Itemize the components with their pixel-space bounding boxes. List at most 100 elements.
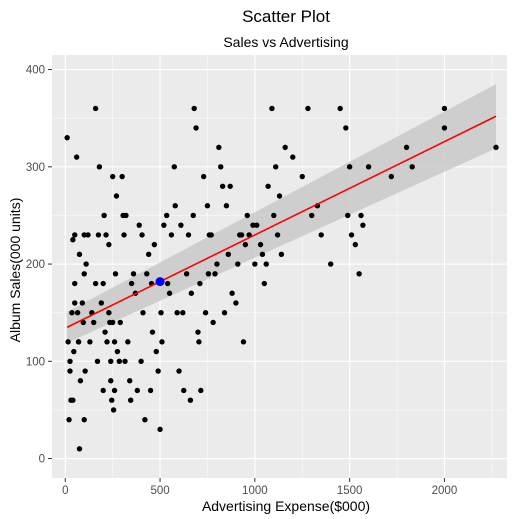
data-point [158, 309, 164, 316]
data-point [190, 212, 196, 219]
highlight-point [155, 277, 165, 287]
data-point [346, 164, 353, 170]
data-point [71, 348, 77, 355]
y-axis-title: Album Sales(000 units) [7, 198, 23, 343]
data-point [271, 212, 277, 219]
data-point [178, 222, 184, 228]
data-point [493, 144, 499, 151]
confidence-band [67, 84, 497, 343]
data-point [348, 232, 355, 238]
data-point [157, 426, 163, 433]
data-point [109, 319, 116, 326]
data-point [72, 300, 78, 306]
data-point [204, 203, 211, 209]
data-point [134, 387, 141, 394]
data-point [112, 271, 119, 277]
y-tick-label: 300 [26, 162, 45, 174]
data-point [153, 348, 159, 355]
data-point [227, 183, 233, 189]
y-tick-label: 200 [26, 259, 45, 271]
data-point [66, 416, 72, 423]
data-point [240, 339, 247, 345]
data-point [87, 339, 93, 345]
data-point [242, 241, 249, 248]
data-point [72, 232, 78, 238]
data-point [149, 329, 156, 335]
data-point [276, 193, 283, 199]
data-point [282, 144, 288, 151]
data-point [82, 368, 88, 374]
data-point [70, 397, 76, 403]
data-point [185, 232, 192, 238]
data-point [168, 232, 175, 238]
data-point [221, 309, 228, 316]
data-point [187, 397, 194, 403]
data-point [252, 261, 258, 267]
data-point [441, 125, 448, 131]
data-point [113, 193, 120, 199]
regression-line [66, 115, 497, 328]
data-point [139, 232, 145, 238]
x-tick-label: 1000 [242, 485, 268, 497]
data-point [106, 241, 112, 248]
data-point [111, 387, 118, 394]
data-point [130, 271, 137, 277]
data-point [233, 300, 239, 306]
data-point [225, 251, 232, 258]
data-point [352, 241, 359, 248]
data-point [74, 309, 81, 316]
data-point [123, 212, 129, 219]
data-point [64, 134, 70, 141]
data-point [75, 339, 82, 345]
x-tick-label: 0 [62, 485, 68, 497]
data-point [81, 271, 87, 277]
data-point [299, 173, 305, 180]
data-point [96, 164, 103, 170]
data-point [208, 232, 214, 238]
data-point [98, 300, 104, 306]
data-point [121, 232, 127, 238]
data-point [265, 183, 271, 189]
data-point [164, 280, 171, 287]
data-point [278, 251, 285, 258]
data-point [106, 309, 112, 316]
data-point [155, 368, 161, 374]
data-point [274, 232, 281, 238]
data-point [77, 378, 84, 384]
data-point [205, 271, 212, 277]
data-point [138, 358, 144, 365]
data-point [127, 397, 134, 403]
data-point [101, 212, 107, 219]
data-point [114, 348, 121, 355]
data-point [273, 164, 279, 170]
data-point [250, 222, 256, 228]
data-point [104, 339, 110, 345]
x-tick-label: 500 [150, 485, 169, 497]
data-point [81, 232, 87, 238]
data-point [261, 280, 268, 287]
data-point [210, 319, 216, 326]
data-point [76, 251, 83, 258]
data-point [163, 212, 170, 219]
data-point [116, 358, 123, 365]
data-point [403, 144, 410, 151]
data-point [95, 232, 102, 238]
data-point [174, 309, 180, 316]
data-point [360, 222, 366, 228]
data-point [244, 212, 250, 219]
data-point [108, 378, 114, 384]
data-point [119, 173, 125, 180]
data-point [91, 319, 97, 326]
data-point [122, 358, 128, 365]
data-point [263, 261, 269, 267]
chart-title: Scatter Plot [242, 7, 330, 26]
data-point [343, 125, 349, 131]
data-point [214, 261, 220, 267]
data-point [92, 280, 99, 287]
data-point [235, 261, 241, 267]
data-point [216, 144, 222, 151]
data-point [337, 105, 343, 112]
x-tick-label: 1500 [337, 485, 363, 497]
data-point [441, 105, 448, 112]
